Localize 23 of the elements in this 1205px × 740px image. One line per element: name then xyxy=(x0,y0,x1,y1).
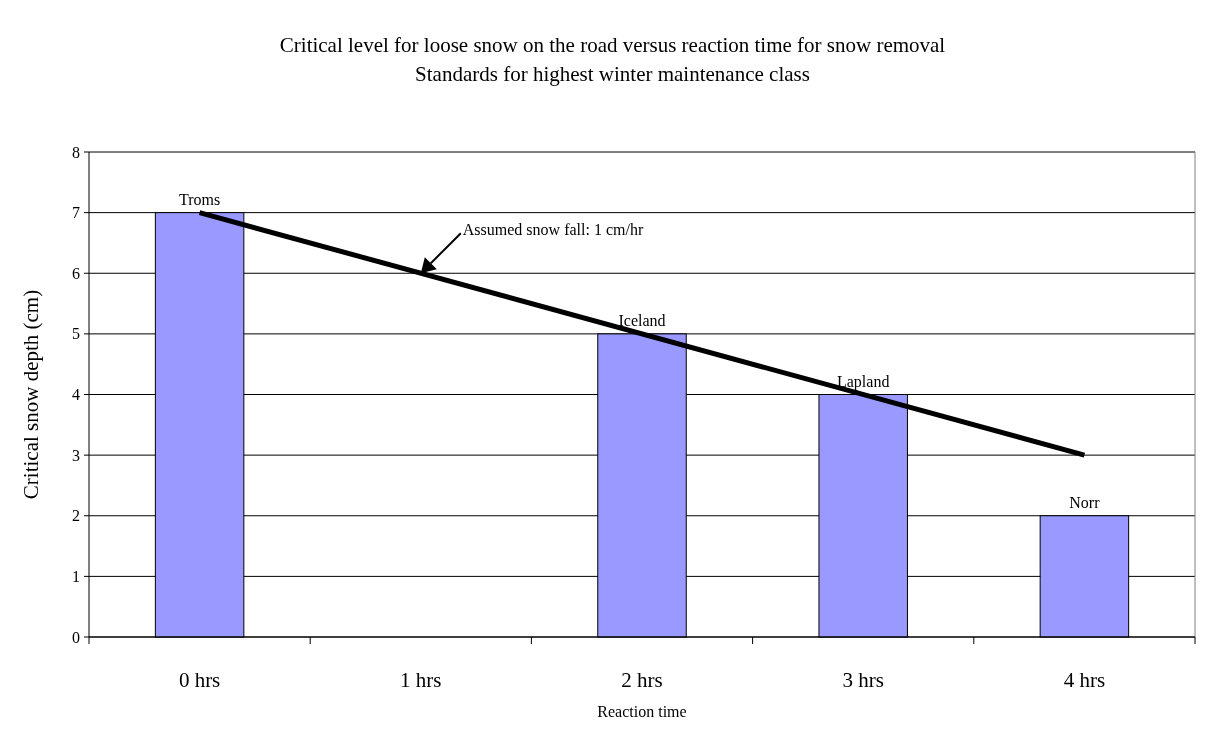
y-tick-label: 1 xyxy=(72,567,80,585)
x-tick-label: 0 hrs xyxy=(178,668,221,692)
x-tick-label: 3 hrs xyxy=(842,668,884,692)
y-tick-label: 6 xyxy=(72,264,80,282)
y-tick-label: 4 xyxy=(72,386,80,404)
y-tick-label: 7 xyxy=(72,204,80,222)
x-axis-title: Reaction time xyxy=(597,703,687,720)
y-axis-title: Critical snow depth (cm) xyxy=(19,289,43,500)
chart-title: Critical level for loose snow on the road versus reaction time for snow removal xyxy=(279,33,946,57)
chart-subtitle: Standards for highest winter maintenance class xyxy=(415,62,810,86)
y-tick-label: 5 xyxy=(72,325,80,343)
y-tick-label: 0 xyxy=(72,628,80,646)
x-tick-label: 2 hrs xyxy=(621,668,663,692)
x-tick-label: 4 hrs xyxy=(1063,668,1106,692)
annotation: Lapland xyxy=(836,372,890,391)
y-tick-label: 3 xyxy=(72,446,80,464)
annotation: Assumed snow fall: 1 cm/hr xyxy=(462,221,644,239)
y-tick-label: 8 xyxy=(72,143,80,161)
x-tick-label: 1 hrs xyxy=(400,668,442,692)
annotation: Iceland xyxy=(618,311,666,329)
annotation: Norr xyxy=(1069,493,1101,511)
y-tick-label: 2 xyxy=(72,507,80,525)
annotation: Troms xyxy=(178,190,221,208)
